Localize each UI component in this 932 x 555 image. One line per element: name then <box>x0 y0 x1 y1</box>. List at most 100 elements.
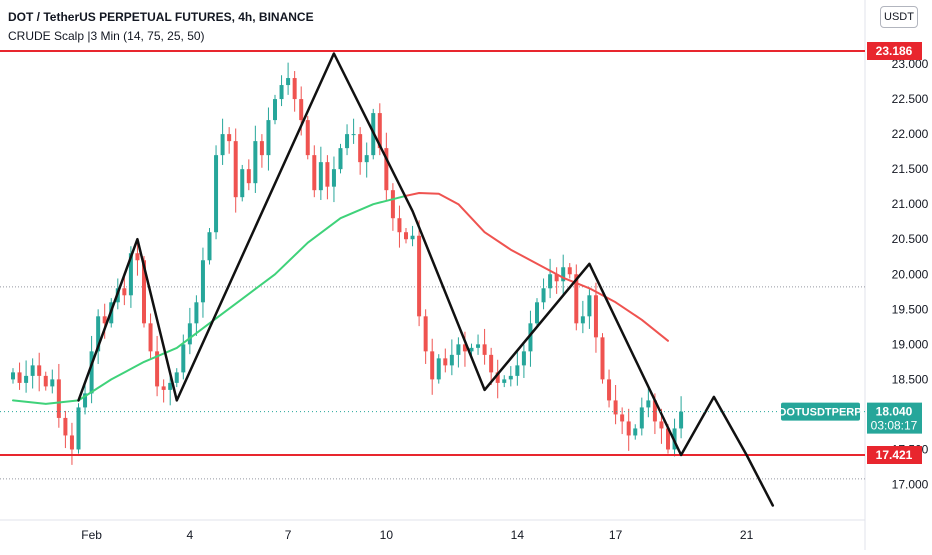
candle-body <box>273 99 277 121</box>
candle <box>390 183 395 231</box>
candle-body <box>200 260 205 303</box>
candle <box>83 383 88 415</box>
candle-body <box>580 316 585 324</box>
candle <box>240 164 245 202</box>
level-tag-bg <box>867 446 922 464</box>
candle <box>528 310 533 367</box>
candle <box>273 94 277 125</box>
candle-body <box>410 235 415 240</box>
x-axis-ticks: Feb 4 7 10 14 17 21 <box>81 528 753 542</box>
candle <box>430 338 435 395</box>
candle <box>325 155 330 200</box>
candle-body <box>508 375 513 380</box>
level-tag-bg <box>867 42 922 60</box>
x-tick-label: 14 <box>511 528 525 542</box>
candle <box>561 254 566 297</box>
candle-body <box>521 351 526 366</box>
candle <box>567 263 572 279</box>
candle <box>535 298 539 328</box>
candle-body <box>194 302 199 324</box>
indicator-label[interactable]: CRUDE Scalp |3 Min (14, 75, 25, 50) <box>8 29 205 43</box>
symbol-tag-bg <box>781 402 860 421</box>
candle <box>37 352 42 392</box>
candle <box>161 379 166 403</box>
candle <box>443 348 448 373</box>
candle-body <box>502 379 507 383</box>
candle-body <box>390 190 395 219</box>
candle <box>541 278 546 310</box>
x-tick-label: 21 <box>740 528 754 542</box>
x-tick-label: 7 <box>285 528 292 542</box>
candle <box>233 128 238 213</box>
candle-body <box>50 379 55 387</box>
level-tag-label: 23.186 <box>876 44 913 58</box>
candle <box>456 337 461 368</box>
candle-body <box>11 372 15 380</box>
candle <box>613 384 618 425</box>
candle <box>292 71 297 112</box>
candle-body <box>17 372 22 383</box>
candle <box>679 396 684 439</box>
candle-body <box>292 78 297 100</box>
candle <box>548 258 553 299</box>
candle <box>11 368 15 384</box>
candle-body <box>43 375 48 387</box>
candle-body <box>279 85 284 100</box>
candle <box>502 375 507 388</box>
candles-group <box>11 62 684 465</box>
x-tick-label: 4 <box>187 528 194 542</box>
candle-body <box>666 428 670 450</box>
candle-body <box>253 141 258 184</box>
y-tick-label: 23.000 <box>892 57 929 71</box>
candle <box>266 107 271 171</box>
candle <box>351 118 356 144</box>
ma-fast-line <box>12 194 407 405</box>
candle-body <box>489 354 494 373</box>
candle-body <box>240 169 245 198</box>
candle-body <box>620 414 625 422</box>
candle-body <box>56 379 61 418</box>
y-tick-label: 19.500 <box>892 302 929 316</box>
candle-body <box>168 382 173 390</box>
candle-body <box>535 302 539 324</box>
candle <box>607 369 612 408</box>
candle <box>633 424 638 440</box>
candle-body <box>397 218 402 233</box>
candle-body <box>331 169 336 187</box>
candle-body <box>30 365 35 376</box>
candle <box>404 228 408 244</box>
candle <box>194 295 199 336</box>
candle <box>482 328 487 365</box>
candle <box>580 300 585 334</box>
y-tick-label: 19.000 <box>892 337 929 351</box>
last-price-bg <box>867 402 922 434</box>
candle-body <box>384 148 389 191</box>
candle <box>227 127 232 154</box>
currency-badge[interactable]: USDT <box>880 6 918 28</box>
candle-body <box>83 393 88 408</box>
candle-body <box>351 134 356 136</box>
candle-body <box>646 400 651 408</box>
candle-body <box>456 344 461 355</box>
candle <box>305 115 310 160</box>
candle <box>102 303 107 339</box>
candle-body <box>37 365 42 376</box>
candle-body <box>377 113 382 149</box>
candle-body <box>345 134 350 149</box>
candle <box>96 309 101 364</box>
candle-body <box>76 407 81 450</box>
candle <box>423 309 428 364</box>
candle-body <box>554 274 559 282</box>
candle-body <box>187 323 192 345</box>
candle-body <box>312 155 317 191</box>
candle-body <box>174 372 179 383</box>
candle-body <box>220 134 225 156</box>
candle <box>508 366 513 387</box>
candle-body <box>600 337 605 380</box>
candle-body <box>469 347 474 352</box>
candle-body <box>574 274 579 324</box>
candle <box>345 124 350 156</box>
